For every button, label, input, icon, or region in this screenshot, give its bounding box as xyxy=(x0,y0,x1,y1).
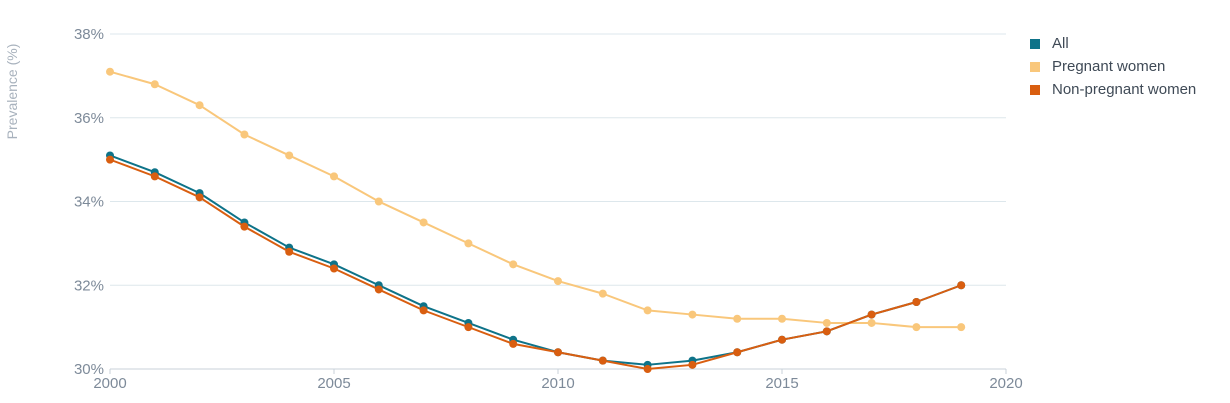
data-point-non-pregnant-women xyxy=(285,247,294,256)
data-point-non-pregnant-women xyxy=(150,172,159,181)
y-tick-label: 32% xyxy=(74,277,104,294)
x-tick-label: 2010 xyxy=(541,375,574,392)
data-point-pregnant-women xyxy=(957,323,966,332)
data-point-non-pregnant-women xyxy=(509,339,518,348)
data-point-pregnant-women xyxy=(106,67,114,76)
legend-label: All xyxy=(1052,35,1069,52)
data-point-non-pregnant-women xyxy=(106,155,114,164)
data-point-pregnant-women xyxy=(509,260,518,269)
legend-swatch xyxy=(1030,38,1040,49)
legend-item[interactable]: Non-pregnant women xyxy=(1030,78,1196,101)
y-tick-label: 30% xyxy=(74,361,104,378)
legend-label: Pregnant women xyxy=(1052,58,1166,75)
y-tick-label: 34% xyxy=(74,194,104,211)
legend-swatch xyxy=(1030,84,1040,95)
data-point-pregnant-women xyxy=(330,172,338,181)
x-tick-label: 2000 xyxy=(93,375,126,392)
data-point-non-pregnant-women xyxy=(778,335,786,344)
y-axis-title: Prevalence (%) xyxy=(4,44,20,140)
data-point-pregnant-women xyxy=(598,289,607,298)
data-point-pregnant-women xyxy=(240,130,249,139)
data-point-pregnant-women xyxy=(688,310,697,319)
legend: All Pregnant women Non-pregnant women xyxy=(1030,32,1196,101)
data-point-non-pregnant-women xyxy=(867,310,876,319)
legend-swatch xyxy=(1030,61,1040,72)
data-point-pregnant-women xyxy=(733,314,742,323)
data-point-non-pregnant-women xyxy=(374,285,383,294)
data-point-pregnant-women xyxy=(195,101,204,110)
data-point-pregnant-women xyxy=(285,151,294,160)
series-lines xyxy=(106,67,966,373)
legend-item[interactable]: All xyxy=(1030,32,1196,55)
legend-item[interactable]: Pregnant women xyxy=(1030,55,1196,78)
data-point-non-pregnant-women xyxy=(957,281,966,290)
data-point-pregnant-women xyxy=(867,318,876,327)
y-tick-label: 38% xyxy=(74,26,104,43)
data-point-non-pregnant-women xyxy=(688,360,697,369)
data-point-pregnant-women xyxy=(778,314,786,323)
x-tick-label: 2015 xyxy=(765,375,798,392)
data-point-non-pregnant-women xyxy=(643,365,652,373)
data-point-non-pregnant-women xyxy=(464,323,473,332)
x-tick-label: 2020 xyxy=(989,375,1022,392)
data-point-non-pregnant-women xyxy=(330,264,338,273)
data-point-non-pregnant-women xyxy=(598,356,607,365)
series-line-pregnant-women xyxy=(109,70,962,329)
data-point-pregnant-women xyxy=(150,80,159,89)
data-point-pregnant-women xyxy=(822,318,831,327)
gridlines xyxy=(110,33,1006,286)
data-point-pregnant-women xyxy=(643,306,652,315)
legend-label: Non-pregnant women xyxy=(1052,81,1197,98)
data-point-pregnant-women xyxy=(912,323,921,332)
axes: 30% 32% 34% 36% 38% 2000 2005 2010 2015 2020 xyxy=(74,26,1023,392)
data-point-pregnant-women xyxy=(554,277,562,286)
data-point-non-pregnant-women xyxy=(419,306,428,315)
y-tick-label: 36% xyxy=(74,110,104,127)
data-point-non-pregnant-women xyxy=(195,193,204,202)
data-point-non-pregnant-women xyxy=(733,348,742,357)
data-point-non-pregnant-women xyxy=(912,298,921,306)
data-point-pregnant-women xyxy=(464,239,473,248)
data-point-pregnant-women xyxy=(419,218,428,227)
data-point-non-pregnant-women xyxy=(240,222,249,231)
data-point-non-pregnant-women xyxy=(822,327,831,336)
series-line-non-pregnant-women xyxy=(109,158,962,370)
series-line-all xyxy=(109,154,962,366)
data-point-non-pregnant-women xyxy=(554,348,562,357)
x-tick-label: 2005 xyxy=(317,375,350,392)
data-point-pregnant-women xyxy=(374,197,383,206)
